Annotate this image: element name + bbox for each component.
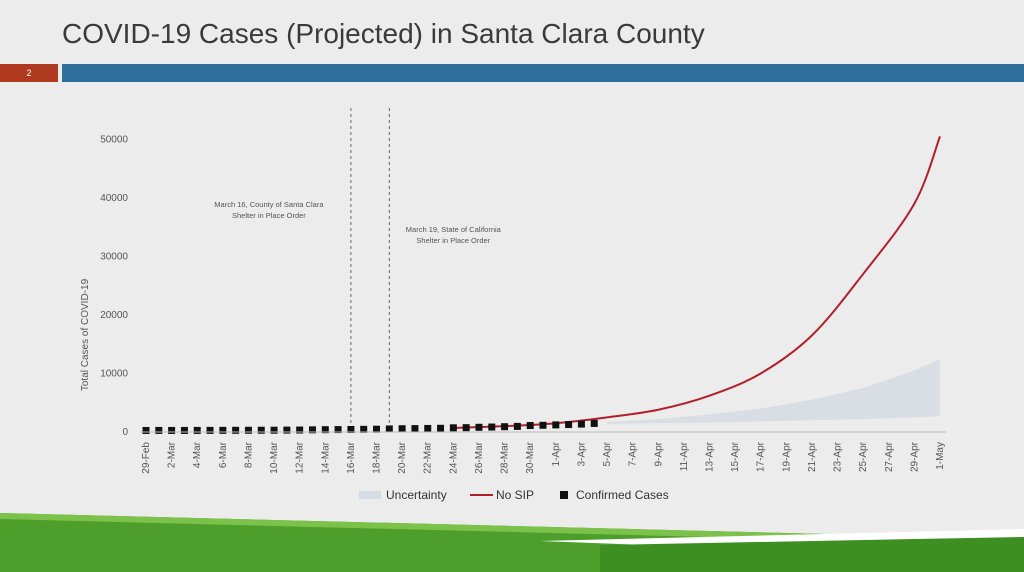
annotation-layer: March 16, County of Santa Clara Shelter i…	[214, 108, 502, 432]
x-axis: 29-Feb 2-Mar 4-Mar 6-Mar 8-Mar 10-Mar 12-Mar 14…	[140, 431, 946, 474]
confirmed-case-point	[244, 426, 252, 434]
confirmed-case-point	[577, 420, 585, 428]
uncertainty-band	[607, 358, 940, 424]
confirmed-case-point	[526, 422, 534, 430]
legend-label-confirmed: Confirmed Cases	[576, 488, 669, 502]
confirmed-case-point	[206, 426, 214, 434]
confirmed-case-point	[296, 426, 304, 434]
confirmed-case-point	[565, 421, 573, 429]
y-axis-label: Total Cases of COVID-19	[80, 278, 91, 391]
x-tick-label: 1-May	[935, 442, 946, 470]
confirmed-case-point	[283, 426, 291, 434]
confirmed-case-point	[411, 425, 419, 433]
confirmed-case-point	[155, 426, 163, 434]
annotation-line1: March 19, State of California	[406, 225, 502, 234]
confirmed-case-point	[462, 424, 470, 432]
y-tick-label: 10000	[100, 368, 128, 379]
confirmed-case-point	[424, 424, 432, 432]
annotation-line2: Shelter in Place Order	[416, 236, 490, 245]
x-tick-label: 18-Mar	[372, 441, 383, 473]
x-tick-label: 10-Mar	[269, 441, 280, 473]
confirmed-case-point	[180, 426, 188, 434]
x-tick-label: 21-Apr	[807, 441, 818, 472]
x-tick-label: 4-Mar	[192, 441, 203, 468]
x-tick-label: 24-Mar	[448, 441, 459, 473]
confirmed-case-point	[219, 426, 227, 434]
x-tick-label: 15-Apr	[730, 441, 741, 472]
x-tick-label: 12-Mar	[295, 441, 306, 473]
legend-label-uncertainty: Uncertainty	[386, 488, 447, 502]
confirmed-case-point	[539, 421, 547, 429]
x-tick-label: 26-Mar	[474, 441, 485, 473]
x-tick-label: 16-Mar	[346, 441, 357, 473]
x-tick-label: 13-Apr	[704, 441, 715, 472]
confirmed-case-point	[142, 426, 150, 434]
x-tick-label: 23-Apr	[833, 441, 844, 472]
annotation-line1: March 16, County of Santa Clara	[214, 200, 324, 209]
title-accent-bar	[62, 64, 1024, 82]
x-tick-label: 3-Apr	[576, 441, 587, 466]
annotation-line2: Shelter in Place Order	[232, 211, 306, 220]
confirmed-case-point	[488, 423, 496, 431]
confirmed-case-point	[347, 425, 355, 433]
confirmed-case-point	[552, 421, 560, 429]
x-tick-label: 6-Mar	[218, 441, 229, 468]
y-tick-label: 50000	[100, 134, 128, 145]
uncertainty-layer	[607, 358, 940, 424]
x-tick-label: 8-Mar	[243, 441, 254, 468]
y-tick-label: 30000	[100, 251, 128, 262]
legend: Uncertainty No SIP Confirmed Cases	[359, 488, 669, 502]
x-tick-label: 28-Mar	[500, 441, 511, 473]
confirmed-case-point	[257, 426, 265, 434]
x-tick-label: 27-Apr	[884, 441, 895, 472]
confirmed-case-point	[373, 425, 381, 433]
confirmed-case-point	[270, 426, 278, 434]
x-tick-label: 9-Apr	[653, 441, 664, 466]
footer-decoration	[0, 513, 1024, 572]
confirmed-case-point	[513, 422, 521, 430]
x-tick-label: 22-Mar	[423, 441, 434, 473]
confirmed-cases-layer	[142, 419, 598, 434]
confirmed-case-point	[449, 424, 457, 432]
x-tick-label: 17-Apr	[756, 441, 767, 472]
slide-title: COVID-19 Cases (Projected) in Santa Clar…	[62, 18, 705, 49]
x-tick-label: 29-Apr	[909, 441, 920, 472]
slide-number: 2	[0, 64, 58, 82]
legend-label-no-sip: No SIP	[496, 488, 534, 502]
confirmed-case-point	[385, 425, 393, 433]
confirmed-case-point	[232, 426, 240, 434]
confirmed-case-point	[308, 426, 316, 434]
confirmed-case-point	[321, 426, 329, 434]
x-tick-label: 30-Mar	[525, 441, 536, 473]
x-tick-label: 20-Mar	[397, 441, 408, 473]
y-axis: 0 10000 20000 30000 40000 50000	[100, 134, 128, 438]
confirmed-case-point	[193, 426, 201, 434]
x-tick-label: 29-Feb	[141, 442, 152, 474]
confirmed-case-point	[437, 424, 445, 432]
no-sip-line	[453, 135, 941, 429]
legend-swatch-confirmed	[560, 491, 568, 499]
legend-swatch-uncertainty	[359, 491, 381, 499]
x-tick-label: 2-Mar	[167, 441, 178, 468]
y-tick-label: 40000	[100, 193, 128, 204]
x-tick-label: 5-Apr	[602, 441, 613, 466]
x-tick-label: 7-Apr	[628, 441, 639, 466]
confirmed-case-point	[334, 426, 342, 434]
y-tick-label: 20000	[100, 310, 128, 321]
x-tick-label: 11-Apr	[679, 441, 690, 471]
x-tick-label: 1-Apr	[551, 441, 562, 466]
confirmed-case-point	[590, 419, 598, 427]
no-sip-layer	[453, 135, 941, 429]
covid-projection-chart: March 16, County of Santa Clara Shelter i…	[80, 108, 946, 502]
confirmed-case-point	[475, 423, 483, 431]
confirmed-case-point	[501, 423, 509, 431]
confirmed-case-point	[168, 426, 176, 434]
confirmed-case-point	[360, 425, 368, 433]
y-tick-label: 0	[122, 427, 128, 438]
confirmed-case-point	[398, 425, 406, 433]
x-tick-label: 19-Apr	[781, 441, 792, 472]
x-tick-label: 14-Mar	[320, 441, 331, 473]
x-tick-label: 25-Apr	[858, 441, 869, 472]
